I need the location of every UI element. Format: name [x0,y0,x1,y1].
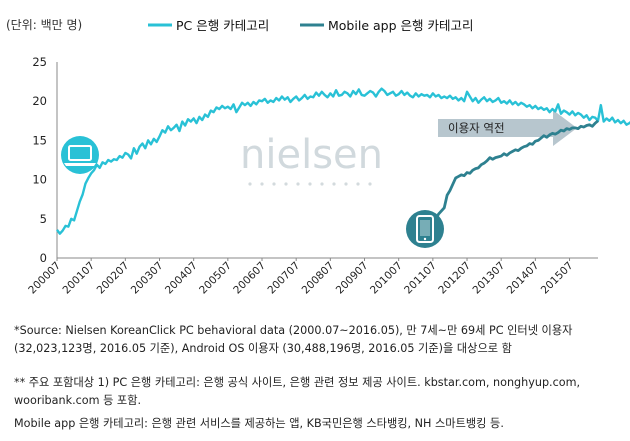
source-note: *Source: Nielsen KoreanClick PC behavior… [14,324,573,355]
x-tick-label: 200907 [334,260,371,297]
x-tick-label: 201207 [436,260,473,297]
chart-area: (단위: 백만 명) PC 은행 카테고리 Mobile app 은행 카테고리… [6,18,630,297]
series-layer [56,87,630,235]
series-line-pc [56,87,630,235]
mobile-phone-icon [406,210,444,248]
pc-laptop-icon [61,136,99,174]
mobile-scope-note: Mobile app 은행 카테고리: 은행 관련 서비스를 제공하는 앱, K… [14,417,504,430]
y-tick-label: 5 [40,212,47,226]
reversal-annotation: 이용자 역전 [438,110,577,146]
unit-label: (단위: 백만 명) [6,18,82,32]
x-tick-label: 200607 [231,260,268,297]
series-line-mobile [434,119,599,220]
x-tick-label: 200107 [60,260,97,297]
x-tick-label: 200507 [197,260,234,297]
y-tick-labels: 0 5 10 15 20 25 [32,55,47,265]
x-tick-label: 200307 [129,260,166,297]
legend-label-pc: PC 은행 카테고리 [176,18,269,33]
x-tick-label: 201407 [505,260,542,297]
x-tick-label: 200707 [265,260,302,297]
x-tick-label: 201107 [402,260,439,297]
reversal-label: 이용자 역전 [448,121,505,135]
legend: PC 은행 카테고리 Mobile app 은행 카테고리 [148,18,473,33]
watermark-dots [248,182,372,186]
x-tick-label: 201007 [368,260,405,297]
x-tick-labels: 2000072001072002072003072004072005072006… [26,258,576,297]
x-tick-label: 201307 [470,260,507,297]
y-tick-label: 20 [32,94,47,108]
x-tick-label: 200407 [163,260,200,297]
x-tick-label: 201507 [539,260,576,297]
x-tick-label: 200207 [95,260,132,297]
y-tick-label: 25 [32,55,47,69]
y-tick-label: 0 [40,251,47,265]
y-tick-label: 15 [32,133,47,147]
pc-scope-note: ** 주요 포함대상 1) PC 은행 카테고리: 은행 공식 사이트, 은행 … [14,376,581,407]
line-chart: (단위: 백만 명) PC 은행 카테고리 Mobile app 은행 카테고리… [6,18,630,297]
nielsen-watermark: nielsen [240,132,383,178]
y-tick-label: 10 [32,173,47,187]
legend-label-mobile: Mobile app 은행 카테고리 [328,18,473,33]
x-tick-label: 200807 [300,260,337,297]
x-tick-label: 200007 [26,260,63,297]
